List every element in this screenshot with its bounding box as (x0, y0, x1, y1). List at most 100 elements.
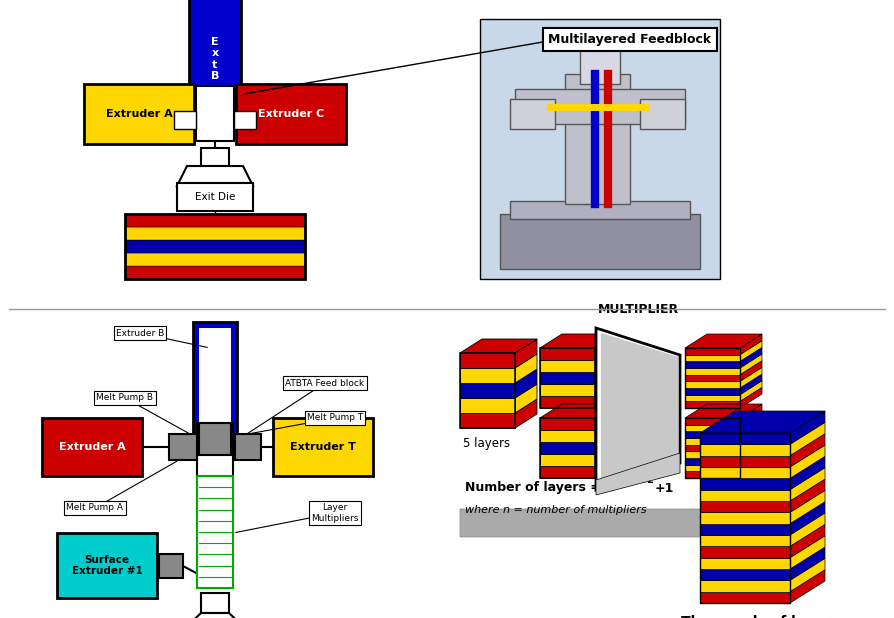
Polygon shape (596, 328, 680, 490)
Text: Melt Pump T: Melt Pump T (307, 413, 363, 423)
Bar (700, 489, 790, 501)
Bar (540, 454, 595, 466)
Polygon shape (740, 417, 762, 438)
Bar (700, 444, 790, 455)
Polygon shape (685, 334, 762, 348)
Polygon shape (180, 613, 250, 618)
Text: 5 layers: 5 layers (463, 436, 510, 449)
Polygon shape (740, 334, 762, 355)
Text: Extruder C: Extruder C (257, 109, 325, 119)
Bar (685, 362, 740, 368)
Polygon shape (790, 411, 825, 444)
Polygon shape (740, 381, 762, 401)
Text: Number of layers = 2: Number of layers = 2 (465, 481, 614, 494)
Polygon shape (740, 404, 762, 425)
Polygon shape (740, 451, 762, 472)
Bar (565, 74, 630, 204)
Bar (236, 84, 346, 144)
Text: Extruder A: Extruder A (105, 109, 173, 119)
Polygon shape (177, 166, 253, 186)
Polygon shape (790, 434, 825, 467)
Polygon shape (790, 422, 825, 455)
Bar (685, 348, 740, 355)
Bar (125, 253, 305, 266)
Bar (700, 433, 790, 603)
Bar (700, 523, 790, 535)
Bar (460, 353, 515, 428)
Polygon shape (595, 452, 617, 478)
Bar (460, 368, 515, 383)
Polygon shape (595, 440, 617, 466)
Bar (700, 569, 790, 580)
Polygon shape (740, 457, 762, 478)
Text: 9 layers: 9 layers (699, 436, 746, 449)
Bar (700, 535, 790, 546)
Text: Extruder B: Extruder B (116, 329, 164, 337)
Bar (460, 398, 515, 413)
Bar (685, 438, 740, 445)
Bar (177, 183, 253, 211)
Bar (685, 425, 740, 431)
Polygon shape (740, 411, 762, 431)
Bar (57, 533, 157, 598)
Polygon shape (740, 341, 762, 362)
Bar (700, 591, 790, 603)
Bar (685, 375, 740, 381)
Bar (84, 84, 194, 144)
Bar (540, 384, 595, 396)
Bar (42, 418, 142, 476)
Bar (480, 19, 720, 279)
Text: Thousands of layers: Thousands of layers (681, 615, 839, 618)
Bar (540, 430, 595, 442)
Bar (540, 348, 595, 408)
Text: Exit Die: Exit Die (195, 192, 235, 202)
Polygon shape (790, 536, 825, 569)
Polygon shape (790, 502, 825, 535)
Polygon shape (540, 404, 617, 418)
Polygon shape (790, 490, 825, 523)
Bar (189, 0, 241, 124)
Bar (540, 396, 595, 408)
Bar (460, 413, 515, 428)
Bar (700, 467, 790, 478)
Bar (685, 395, 740, 401)
Bar (196, 86, 234, 141)
Polygon shape (595, 346, 617, 372)
Bar (197, 423, 233, 478)
Bar (685, 431, 740, 438)
Polygon shape (595, 404, 617, 430)
Bar (685, 445, 740, 451)
Bar (685, 418, 740, 478)
Bar (199, 328, 231, 434)
Bar (515, 89, 685, 124)
Text: Multilayered Feedblock: Multilayered Feedblock (548, 33, 712, 46)
Bar (540, 418, 595, 478)
Polygon shape (700, 411, 825, 433)
Polygon shape (790, 524, 825, 557)
Bar (685, 418, 740, 425)
Text: E
x
t
B: E x t B (211, 36, 219, 82)
Polygon shape (685, 404, 762, 418)
Bar (460, 353, 515, 368)
Bar (685, 401, 740, 408)
Bar (159, 554, 183, 578)
Bar (125, 214, 305, 227)
Text: MULTIPLIER: MULTIPLIER (597, 303, 679, 316)
Bar (685, 472, 740, 478)
Polygon shape (740, 347, 762, 368)
Polygon shape (790, 570, 825, 603)
Polygon shape (790, 479, 825, 512)
Bar (510, 201, 690, 219)
Bar (540, 418, 595, 430)
Text: n+2: n+2 (632, 475, 654, 485)
Polygon shape (460, 339, 537, 353)
Polygon shape (740, 438, 762, 458)
Bar (193, 322, 237, 440)
Bar (273, 418, 373, 476)
Bar (540, 466, 595, 478)
Polygon shape (790, 547, 825, 580)
Bar (234, 111, 256, 129)
Text: ATBTA Feed block: ATBTA Feed block (285, 378, 365, 387)
Bar (174, 111, 196, 129)
Bar (685, 388, 740, 395)
